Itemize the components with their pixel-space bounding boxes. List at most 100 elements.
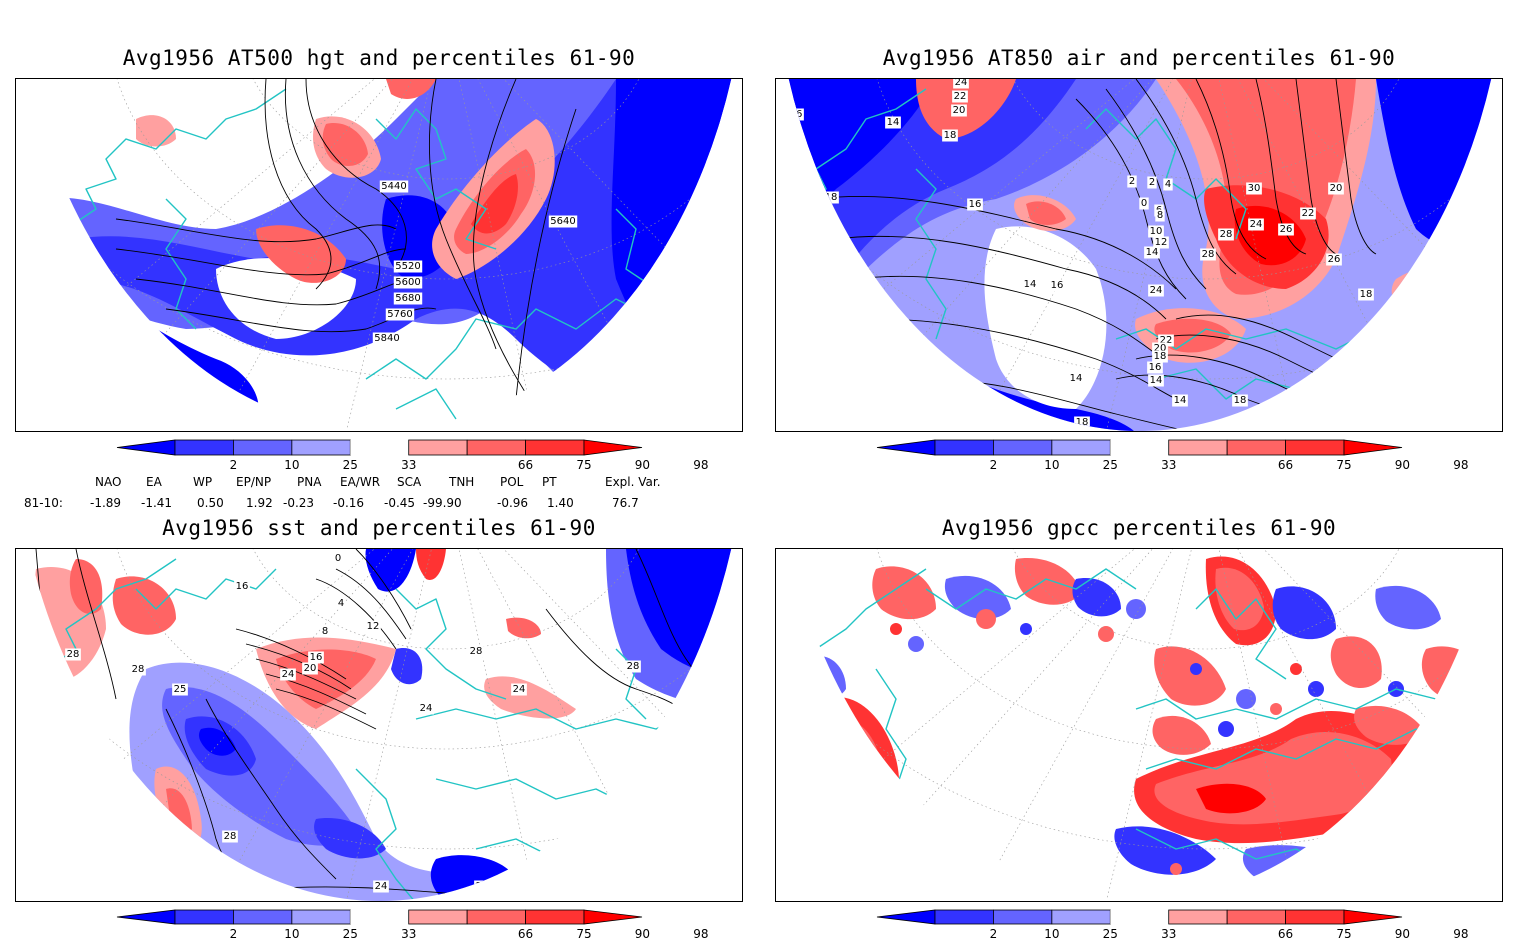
anomaly-below-25 bbox=[1242, 845, 1366, 889]
contour-label: 14 bbox=[887, 117, 900, 128]
contour-label: 24 bbox=[955, 79, 968, 88]
anomaly-above-75 bbox=[872, 566, 936, 620]
colorbar-swatch bbox=[1226, 439, 1286, 456]
index-value: 0.50 bbox=[197, 496, 224, 510]
contour-label: 4 bbox=[1165, 179, 1171, 190]
colorbar-swatch bbox=[1051, 439, 1111, 456]
anomaly-above-66 bbox=[386, 79, 436, 99]
precip-speckle bbox=[1236, 689, 1256, 709]
colorbar-swatch bbox=[1110, 910, 1169, 924]
anomaly-below-10 bbox=[1272, 586, 1336, 640]
indices-table: NAO EA WP EP/NP PNA EA/WR SCA TNH POL PT… bbox=[0, 475, 760, 515]
contour-label: 12 bbox=[367, 621, 380, 632]
contour-label: 24 bbox=[420, 703, 433, 714]
anomaly-above-75 bbox=[322, 123, 368, 166]
colorbar-swatch bbox=[876, 439, 936, 456]
colorbar-air850: 2 10 25 33 66 75 90 98 bbox=[876, 439, 1468, 474]
colorbar-tick-label: 10 bbox=[1044, 458, 1059, 472]
contour-label: 28 bbox=[1220, 229, 1233, 240]
colorbar-swatch bbox=[291, 909, 351, 925]
colorbar-tick-label: 66 bbox=[1278, 458, 1293, 472]
contour-label: 18 bbox=[1076, 417, 1089, 428]
anomaly-below-25 bbox=[391, 648, 423, 685]
contour-label: 30 bbox=[1248, 183, 1261, 194]
colorbar-swatch bbox=[233, 909, 293, 925]
contour-label: 14 bbox=[1174, 395, 1187, 406]
contour-label: 14 bbox=[1070, 373, 1083, 384]
precip-speckle bbox=[1290, 663, 1302, 675]
contour-label: 8 bbox=[1157, 210, 1163, 221]
index-header: EP/NP bbox=[236, 475, 272, 489]
anomaly-above-98 bbox=[471, 174, 518, 234]
contour-label: 24 bbox=[476, 881, 489, 892]
index-value: 76.7 bbox=[612, 496, 639, 510]
anomaly-below-10 bbox=[1072, 578, 1121, 617]
index-header: POL bbox=[500, 475, 524, 489]
contour-label: 24 bbox=[375, 881, 388, 892]
colorbar-tick-label: 98 bbox=[1453, 458, 1468, 472]
precip-speckle bbox=[1270, 703, 1282, 715]
contour-label: 14 bbox=[1024, 279, 1037, 290]
panel-title-hgt500: Avg1956 AT500 hgt and percentiles 61-90 bbox=[122, 46, 636, 70]
colorbar-swatch bbox=[525, 909, 585, 925]
map-panel-air850: 2422201814161816161416240268101214302022… bbox=[775, 78, 1503, 432]
map-panel-sst: 24 28 28 16 0 4 8 12 16 20 24 25 24 28 24 28 24 28 24 24 bbox=[15, 548, 743, 902]
colorbar-swatch bbox=[408, 439, 468, 456]
colorbar-tick-label: 33 bbox=[1161, 927, 1176, 940]
colorbar-tick-label: 10 bbox=[284, 458, 299, 472]
contour-label: 5640 bbox=[550, 216, 575, 227]
contour-label: 20 bbox=[304, 663, 317, 674]
colorbar-tick-label: 33 bbox=[401, 458, 416, 472]
contour-label: 16 bbox=[790, 109, 803, 120]
contour-label: 5840 bbox=[374, 333, 399, 344]
precip-speckle bbox=[1456, 719, 1476, 739]
precip-speckle bbox=[1190, 663, 1202, 675]
colorbar-tick-label: 90 bbox=[1395, 927, 1410, 940]
anomaly-above-66 bbox=[1391, 268, 1466, 319]
contour-label: 16 bbox=[236, 581, 249, 592]
index-header: TNH bbox=[449, 475, 475, 489]
panel-title-air850: Avg1956 AT850 air and percentiles 61-90 bbox=[882, 46, 1396, 70]
panel-title-gpcc: Avg1956 gpcc percentiles 61-90 bbox=[941, 516, 1337, 540]
colorbar-swatch bbox=[525, 439, 585, 456]
colorbar-tick-label: 75 bbox=[1336, 458, 1351, 472]
contour-label: 0 bbox=[335, 553, 341, 564]
colorbar-tick-label: 66 bbox=[1278, 927, 1293, 940]
anomaly-below-2 bbox=[611, 79, 742, 431]
index-header: EA bbox=[146, 475, 162, 489]
precip-speckle bbox=[1308, 681, 1324, 697]
index-value: 1.92 bbox=[246, 496, 273, 510]
colorbar-tick-label: 98 bbox=[1453, 927, 1468, 940]
precip-speckle bbox=[1468, 631, 1484, 647]
precip-speckle bbox=[890, 623, 902, 635]
contour-label: 24 bbox=[708, 650, 721, 661]
colorbar-swatch bbox=[934, 439, 994, 456]
colorbar-tick-label: 25 bbox=[1103, 927, 1118, 940]
index-value: -0.96 bbox=[497, 496, 529, 510]
precip-speckle bbox=[1170, 863, 1182, 875]
contour-label: 18 bbox=[1360, 289, 1373, 300]
anomaly-below-2 bbox=[198, 727, 236, 756]
contour-label: 28 bbox=[224, 831, 237, 842]
colorbar-swatch bbox=[993, 439, 1053, 456]
contour-label: 24 bbox=[1150, 285, 1163, 296]
colorbar-tick-label: 75 bbox=[576, 927, 591, 940]
colorbar-tick-label: 66 bbox=[518, 927, 533, 940]
anomaly-above-66 bbox=[1014, 558, 1081, 605]
anomaly-above-98 bbox=[1196, 783, 1266, 814]
colorbar-tick-label: 2 bbox=[990, 927, 998, 940]
precip-speckle bbox=[1098, 626, 1114, 642]
anomaly-above-75 bbox=[1154, 646, 1226, 706]
index-header: WP bbox=[193, 475, 213, 489]
anomaly-above-75 bbox=[1026, 201, 1066, 225]
colorbar-tick-label: 25 bbox=[343, 927, 358, 940]
precip-speckle bbox=[800, 713, 812, 725]
colorbar-tick-label: 98 bbox=[693, 927, 708, 940]
contour-label: 24 bbox=[26, 601, 39, 612]
colorbar-swatch bbox=[174, 439, 234, 456]
contour-label: 5520 bbox=[395, 261, 420, 272]
contour-label: 28 bbox=[67, 649, 80, 660]
contour-label: 8 bbox=[322, 626, 328, 637]
contour-label: 28 bbox=[627, 661, 640, 672]
precip-speckle bbox=[836, 829, 856, 849]
